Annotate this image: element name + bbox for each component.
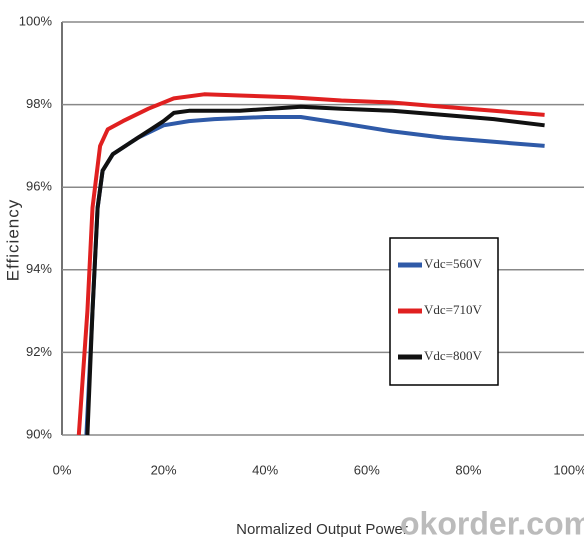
x-tick-label: 80%: [455, 462, 481, 477]
legend-label: Vdc=560V: [424, 256, 482, 271]
x-tick-label: 40%: [252, 462, 278, 477]
x-tick-label: 100%: [553, 462, 584, 477]
y-axis-label: Efficiency: [3, 199, 22, 281]
y-tick-label: 100%: [19, 13, 53, 28]
legend-label: Vdc=710V: [424, 302, 482, 317]
y-tick-label: 90%: [26, 426, 52, 441]
series-line: [85, 104, 545, 436]
y-tick-label: 94%: [26, 261, 52, 276]
legend-label: Vdc=800V: [424, 348, 482, 363]
x-tick-label: 0%: [53, 462, 72, 477]
watermark: okorder.com: [400, 505, 584, 541]
series-line: [76, 92, 545, 436]
x-tick-label: 20%: [151, 462, 177, 477]
y-tick-label: 96%: [26, 179, 52, 194]
y-tick-label: 98%: [26, 96, 52, 111]
x-tick-label: 60%: [354, 462, 380, 477]
x-axis-label: Normalized Output Power: [236, 521, 408, 538]
y-tick-label: 92%: [26, 344, 52, 359]
